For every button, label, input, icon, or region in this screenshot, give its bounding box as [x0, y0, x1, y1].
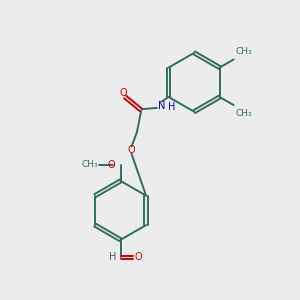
Text: CH₃: CH₃	[235, 109, 252, 118]
Text: N: N	[158, 101, 166, 111]
Text: O: O	[135, 253, 142, 262]
Text: O: O	[108, 160, 116, 170]
Text: O: O	[119, 88, 127, 98]
Text: H: H	[168, 102, 175, 112]
Text: CH₃: CH₃	[81, 160, 98, 169]
Text: H: H	[109, 253, 116, 262]
Text: O: O	[128, 145, 135, 155]
Text: CH₃: CH₃	[235, 46, 252, 56]
